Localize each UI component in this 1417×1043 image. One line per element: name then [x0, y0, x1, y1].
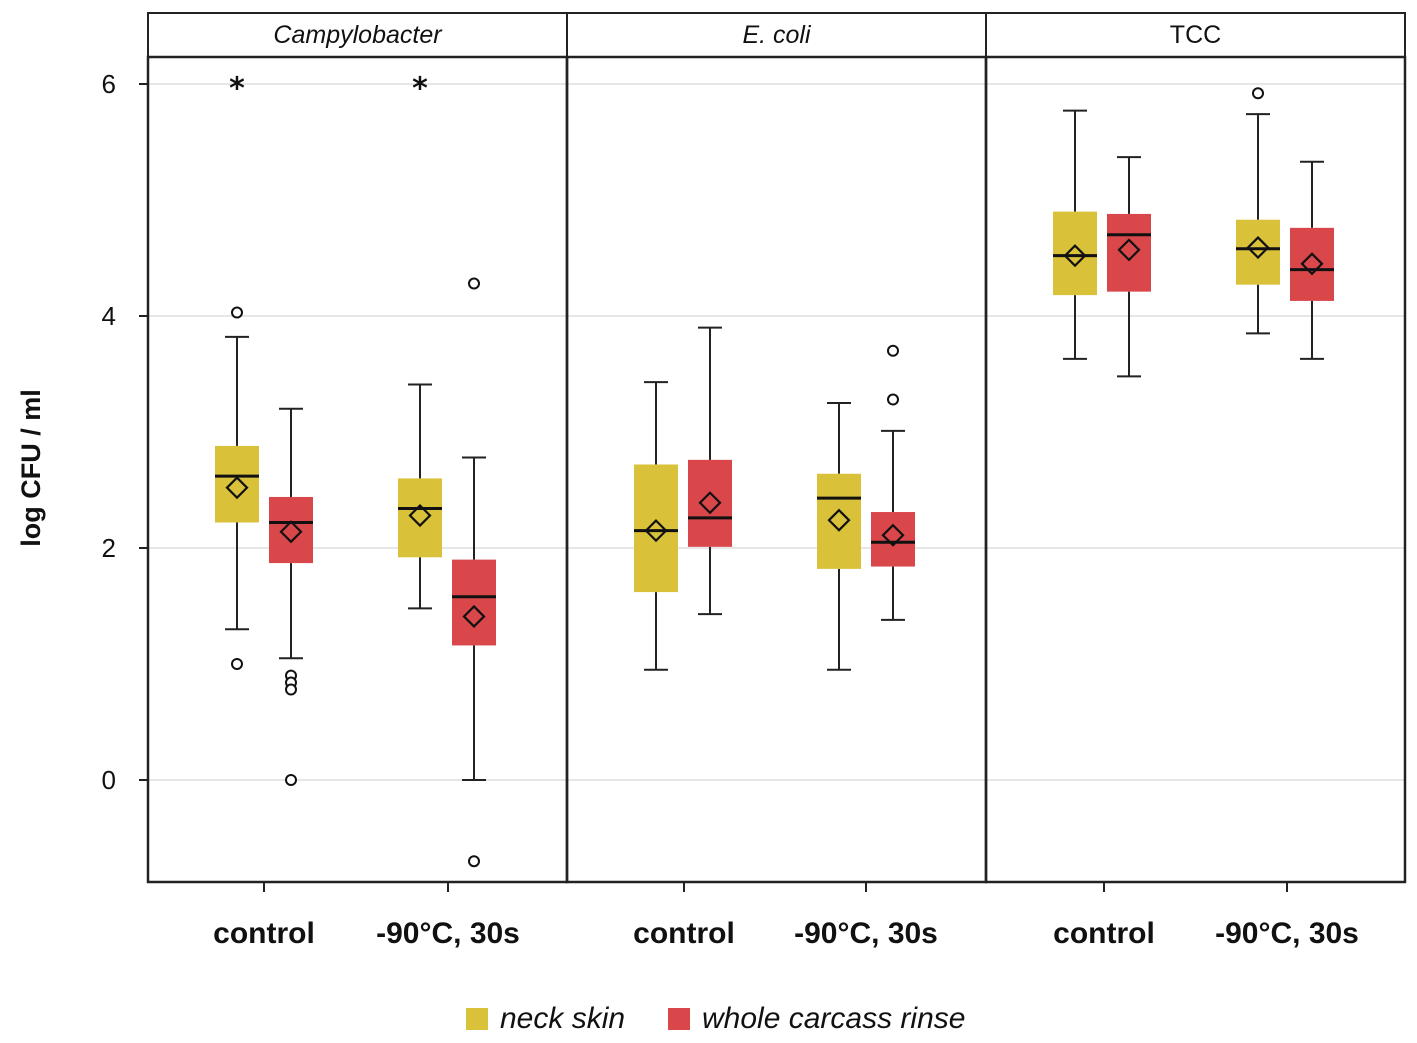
- box-group: [634, 381, 678, 671]
- box-group: *: [398, 71, 442, 610]
- outlier-point: [285, 774, 297, 786]
- y-tick-marks: [139, 83, 148, 781]
- outlier-point: [231, 658, 243, 670]
- box: [1107, 213, 1151, 292]
- legend: neck skin whole carcass rinse: [466, 1002, 965, 1035]
- y-tick-label: 4: [102, 301, 116, 331]
- y-axis-label: log CFU / ml: [16, 389, 46, 547]
- box: [688, 459, 732, 547]
- mean-marker: [1063, 244, 1087, 268]
- box-group: [1290, 160, 1334, 360]
- y-tick-label: 0: [102, 765, 116, 795]
- panel-border-tcc: [984, 55, 1407, 884]
- x-label-treated: -90°C, 30s: [1215, 917, 1359, 950]
- box-group: [1107, 156, 1151, 378]
- mean-marker: [644, 519, 668, 543]
- outlier-point: [1252, 87, 1264, 100]
- legend-swatch-neck-skin: [466, 1008, 488, 1030]
- box-group: *: [215, 71, 259, 670]
- mean-marker: [279, 520, 303, 544]
- box: [269, 496, 313, 564]
- mean-marker: [1246, 236, 1270, 260]
- x-label-control: control: [633, 917, 735, 950]
- mean-marker: [881, 523, 905, 547]
- y-tick-label: 2: [102, 533, 116, 563]
- legend-swatch-whole-carcass-rinse: [668, 1008, 690, 1030]
- box: [398, 478, 442, 558]
- panel-area-tcc: [986, 57, 1405, 882]
- panel-borders: [146, 55, 1407, 884]
- box: [871, 512, 915, 567]
- outlier-point: [285, 683, 297, 696]
- box-group: [452, 277, 496, 868]
- outlier-point: [887, 393, 899, 406]
- mean-marker: [462, 604, 486, 628]
- box-group: [1053, 109, 1097, 360]
- box: [1236, 219, 1280, 285]
- panel-strips: Campylobacter E. coli TCC: [147, 12, 1406, 58]
- panel-title-campylobacter: Campylobacter: [273, 21, 443, 49]
- outlier-point: [468, 277, 480, 290]
- mean-marker: [408, 503, 432, 528]
- outlier-point: [231, 306, 243, 319]
- panel-strip-tcc: [985, 12, 1406, 58]
- panel-area-campylobacter: [148, 57, 567, 882]
- y-tick-labels: 0 2 4 6: [102, 69, 116, 795]
- extreme-point: *: [229, 71, 245, 106]
- legend-label-neck-skin: neck skin: [500, 1002, 625, 1035]
- panel-area-ecoli: [567, 57, 986, 882]
- mean-marker: [827, 508, 851, 532]
- box: [1053, 211, 1097, 296]
- extreme-point: *: [412, 71, 428, 106]
- box-group: [269, 407, 313, 786]
- box-group: [817, 402, 861, 671]
- x-label-treated: -90°C, 30s: [376, 917, 520, 950]
- panel-title-ecoli: E. coli: [742, 21, 812, 49]
- boxes-layer: * *: [215, 71, 1334, 868]
- box-group: [1236, 87, 1280, 335]
- mean-marker: [1117, 238, 1141, 262]
- legend-label-whole-carcass-rinse: whole carcass rinse: [702, 1002, 965, 1035]
- x-tick-marks: [263, 882, 1288, 892]
- y-tick-label: 6: [102, 69, 116, 99]
- box-group: [688, 326, 732, 616]
- box: [215, 445, 259, 523]
- mean-marker: [1300, 252, 1324, 276]
- x-label-control: control: [1053, 917, 1155, 950]
- mean-marker: [698, 491, 722, 515]
- mean-marker: [225, 476, 249, 500]
- outlier-point: [468, 855, 480, 868]
- x-label-treated: -90°C, 30s: [794, 917, 938, 950]
- box: [634, 464, 678, 593]
- panel-strip-campylobacter: [147, 12, 568, 58]
- box-group: [871, 344, 915, 621]
- x-label-control: control: [213, 917, 315, 950]
- x-category-labels: control -90°C, 30s control -90°C, 30s co…: [213, 917, 1359, 950]
- panel-title-tcc: TCC: [1170, 21, 1221, 49]
- outlier-point: [887, 344, 899, 357]
- box: [452, 559, 496, 646]
- panel-grid: [148, 57, 1405, 882]
- box: [817, 473, 861, 569]
- box: [1290, 227, 1334, 301]
